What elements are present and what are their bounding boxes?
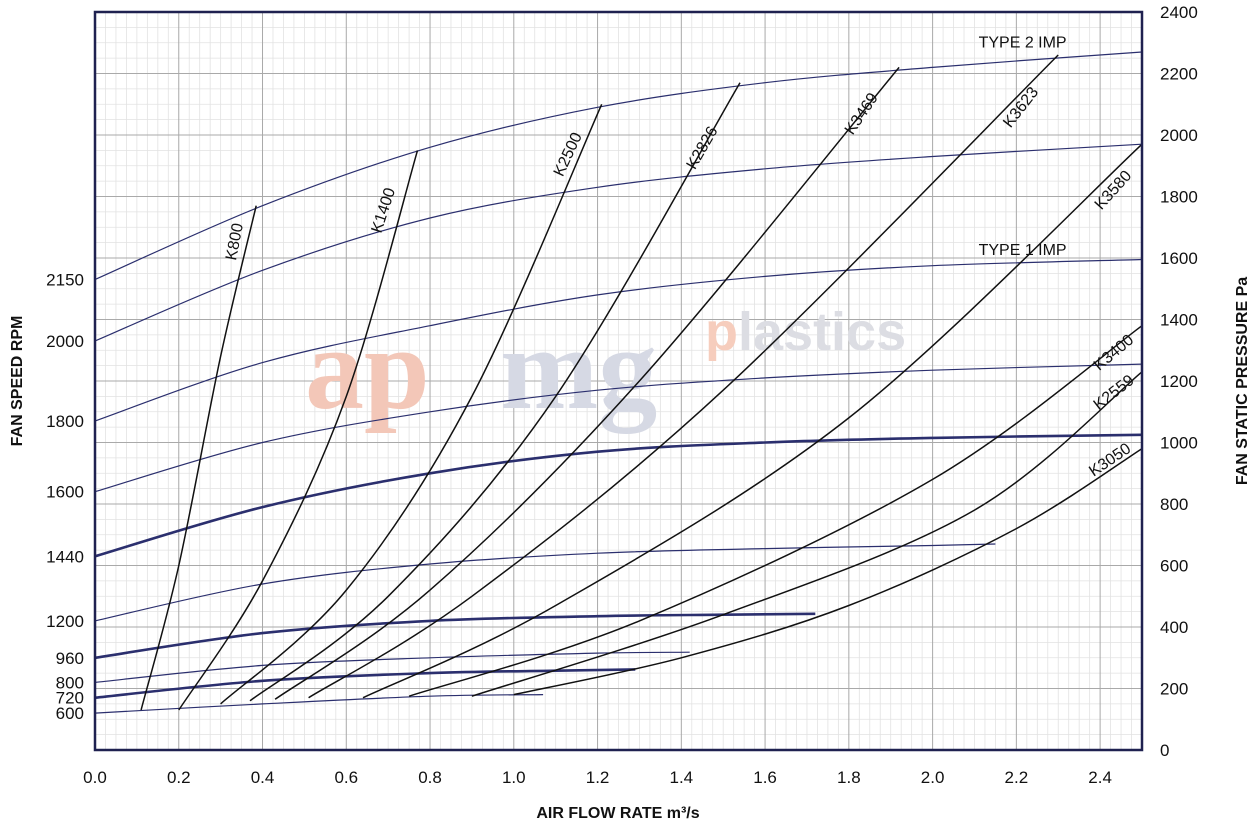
x-tick-label: 0.4: [251, 768, 275, 787]
left-tick-label: 2000: [46, 332, 84, 351]
x-tick-label: 1.6: [753, 768, 777, 787]
watermark-lastics: lastics: [738, 302, 906, 362]
system-curve-k3469: [274, 66, 900, 700]
x-tick-label: 1.4: [669, 768, 693, 787]
x-tick-label: 2.2: [1005, 768, 1029, 787]
speed-curve-720: [94, 668, 636, 699]
right-tick-label: 2400: [1160, 3, 1198, 22]
right-tick-label: 0: [1160, 741, 1169, 760]
x-tick-label: 0.6: [334, 768, 358, 787]
system-curve-k3580: [362, 143, 1143, 699]
watermark-mg: mg: [500, 303, 657, 434]
system-curve-k2826: [249, 82, 741, 702]
watermark-ap: ap: [305, 303, 430, 434]
right-tick-label: 200: [1160, 680, 1188, 699]
right-tick-label: 400: [1160, 618, 1188, 637]
x-tick-label: 2.4: [1088, 768, 1112, 787]
x-tick-label: 2.0: [921, 768, 945, 787]
speed-curve-600: [94, 694, 544, 714]
system-curve-label: K3580: [1092, 167, 1136, 213]
watermark-p: p: [705, 302, 738, 362]
left-axis-title: FAN SPEED RPM: [9, 316, 26, 447]
speed-curve-2000: [94, 143, 1143, 342]
left-tick-label: 600: [56, 704, 84, 723]
left-tick-label: 1440: [46, 547, 84, 566]
speed-curve-1440: [94, 433, 1143, 558]
right-tick-label: 2000: [1160, 126, 1198, 145]
watermark-logo: ap mg p lastics: [305, 302, 906, 434]
speed-curve-2150: [94, 51, 1143, 281]
speed-curve-1600: [94, 363, 1143, 493]
impeller-type-label: TYPE 1 IMP: [979, 242, 1067, 259]
x-axis-ticks: 0.0 0.2 0.4 0.6 0.8 1.0 1.2 1.4 1.6 1.8 2.0 2.2 2.4: [83, 768, 1112, 787]
impeller-type-label: TYPE 2 IMP: [979, 34, 1067, 51]
x-tick-label: 0.0: [83, 768, 107, 787]
system-curve-k2500: [220, 103, 603, 705]
left-tick-label: 2150: [46, 271, 84, 290]
system-curve-k3050: [513, 447, 1143, 696]
right-tick-label: 1800: [1160, 188, 1198, 207]
right-tick-label: 1200: [1160, 372, 1198, 391]
system-curves: [140, 54, 1143, 711]
right-tick-label: 1600: [1160, 249, 1198, 268]
right-tick-label: 1400: [1160, 311, 1198, 330]
system-curve-k800: [140, 205, 257, 711]
system-curve-label: K800: [223, 222, 247, 262]
system-curve-label: K3400: [1091, 332, 1137, 375]
x-tick-label: 1.0: [502, 768, 526, 787]
left-tick-label: 1600: [46, 483, 84, 502]
x-tick-label: 0.8: [418, 768, 442, 787]
speed-curve-800: [94, 651, 690, 683]
right-axis-ticks: 0 200 400 600 800 1000 1200 1400 1600 1800 2000 220…: [1160, 3, 1198, 760]
speed-curve-1800: [94, 258, 1143, 422]
right-tick-label: 800: [1160, 495, 1188, 514]
left-tick-label: 960: [56, 649, 84, 668]
right-tick-label: 2200: [1160, 65, 1198, 84]
system-curve-k3400: [408, 325, 1143, 697]
speed-curves: [94, 51, 1143, 714]
system-curve-k1400: [178, 150, 419, 711]
left-tick-label: 800: [56, 673, 84, 692]
left-tick-label: 1800: [46, 412, 84, 431]
right-axis-title: FAN STATIC PRESSURE Pa: [1234, 277, 1251, 485]
speed-curve-1200: [94, 543, 996, 622]
left-tick-label: 1200: [46, 612, 84, 631]
x-tick-label: 0.2: [167, 768, 191, 787]
plot-frame: [93, 10, 1144, 752]
system-curve-k2559: [471, 371, 1143, 697]
x-tick-label: 1.2: [586, 768, 610, 787]
system-curve-label: K2559: [1091, 372, 1138, 414]
left-tick-label: 720: [56, 689, 84, 708]
system-curve-k3623: [308, 54, 1059, 699]
right-tick-label: 600: [1160, 557, 1188, 576]
system-curve-label: K3469: [842, 90, 882, 138]
right-tick-label: 1000: [1160, 434, 1198, 453]
x-tick-label: 1.8: [837, 768, 861, 787]
x-axis-title: AIR FLOW RATE m³/s: [536, 805, 699, 822]
